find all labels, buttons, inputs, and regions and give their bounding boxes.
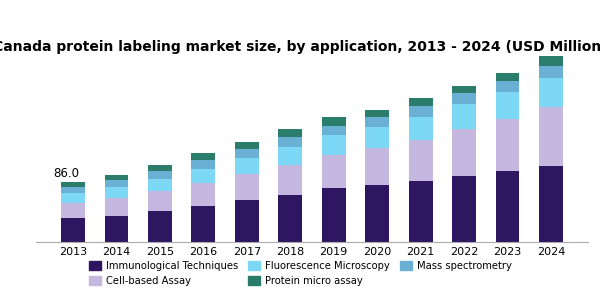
- Bar: [365, 148, 389, 185]
- Bar: [235, 200, 259, 242]
- Bar: [278, 137, 302, 147]
- Bar: [539, 166, 563, 242]
- Bar: [148, 212, 172, 242]
- Bar: [104, 175, 128, 180]
- Bar: [148, 191, 172, 212]
- Bar: [452, 129, 476, 176]
- Bar: [539, 56, 563, 65]
- Bar: [191, 153, 215, 160]
- Bar: [496, 93, 520, 119]
- Bar: [61, 187, 85, 194]
- Bar: [104, 198, 128, 216]
- Text: 86.0: 86.0: [53, 167, 79, 180]
- Bar: [148, 179, 172, 191]
- Bar: [496, 81, 520, 93]
- Bar: [235, 174, 259, 200]
- Bar: [235, 142, 259, 149]
- Bar: [452, 176, 476, 242]
- Bar: [104, 187, 128, 198]
- Bar: [148, 165, 172, 171]
- Bar: [322, 155, 346, 188]
- Bar: [409, 140, 433, 181]
- Bar: [148, 171, 172, 179]
- Bar: [452, 93, 476, 104]
- Bar: [409, 106, 433, 117]
- Bar: [409, 181, 433, 242]
- Bar: [191, 206, 215, 242]
- Bar: [409, 117, 433, 140]
- Bar: [365, 110, 389, 117]
- Bar: [539, 65, 563, 78]
- Bar: [278, 165, 302, 195]
- Bar: [235, 158, 259, 174]
- Bar: [61, 203, 85, 218]
- Bar: [365, 117, 389, 127]
- Bar: [278, 147, 302, 165]
- Bar: [322, 135, 346, 155]
- Bar: [322, 117, 346, 126]
- Bar: [452, 86, 476, 93]
- Bar: [191, 168, 215, 183]
- Bar: [104, 180, 128, 187]
- Bar: [409, 98, 433, 106]
- Bar: [322, 188, 346, 242]
- Bar: [278, 195, 302, 242]
- Bar: [496, 171, 520, 242]
- Bar: [322, 126, 346, 135]
- Bar: [61, 218, 85, 242]
- Bar: [61, 182, 85, 187]
- Bar: [278, 129, 302, 137]
- Bar: [61, 194, 85, 203]
- Text: Canada protein labeling market size, by application, 2013 - 2024 (USD Million): Canada protein labeling market size, by …: [0, 40, 600, 54]
- Bar: [539, 78, 563, 107]
- Bar: [365, 127, 389, 148]
- Bar: [496, 73, 520, 81]
- Bar: [452, 104, 476, 129]
- Bar: [365, 185, 389, 242]
- Bar: [235, 149, 259, 158]
- Bar: [191, 160, 215, 168]
- Bar: [191, 183, 215, 206]
- Bar: [539, 107, 563, 166]
- Bar: [496, 119, 520, 171]
- Bar: [104, 216, 128, 242]
- Legend: Immunological Techniques, Cell-based Assay, Fluorescence Microscopy, Protein mic: Immunological Techniques, Cell-based Ass…: [85, 257, 515, 290]
